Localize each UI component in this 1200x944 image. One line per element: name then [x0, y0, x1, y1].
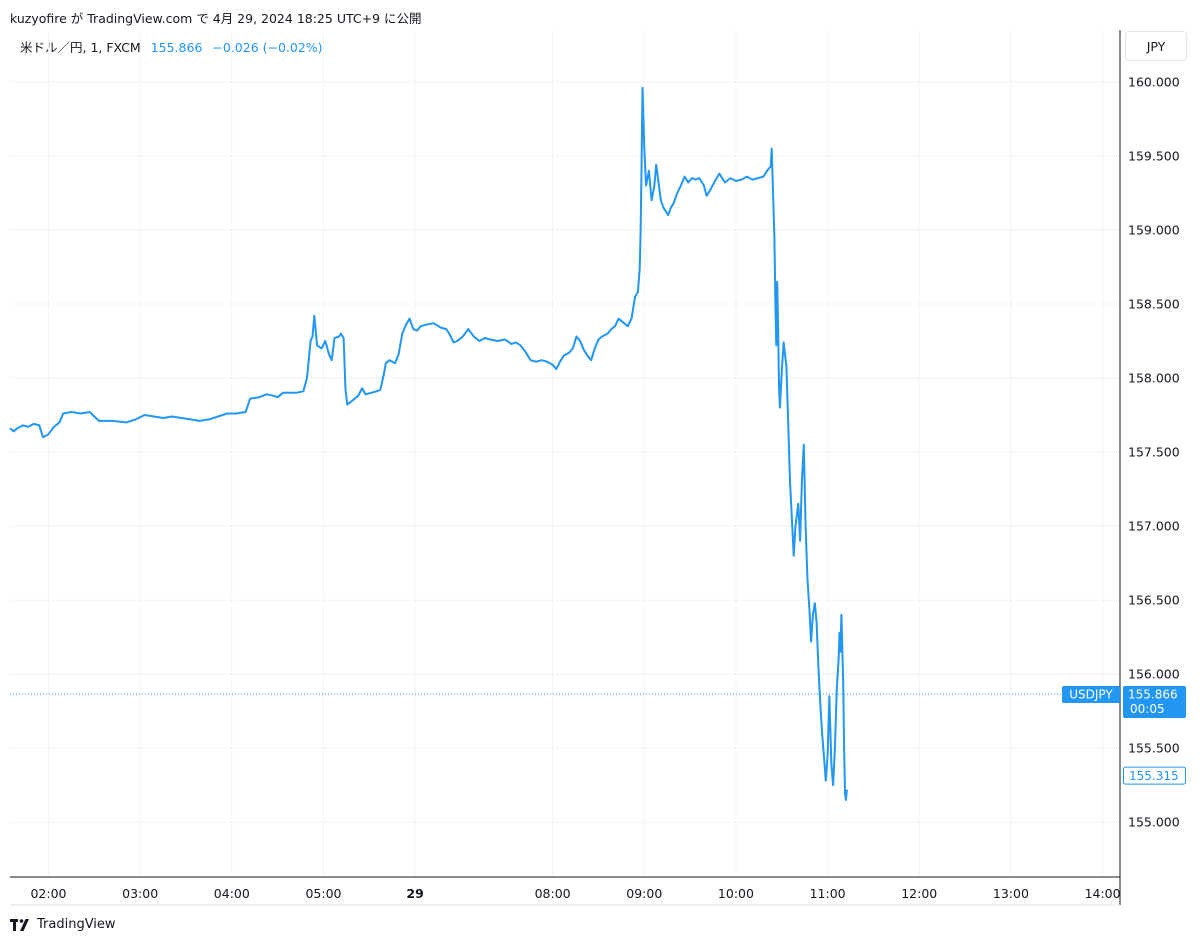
- symbol-label-bg: [1062, 685, 1120, 703]
- x-tick-label: 29: [406, 886, 423, 901]
- x-tick-label: 04:00: [214, 886, 250, 901]
- y-tick-label: 155.000: [1128, 815, 1180, 830]
- y-tick-label: 159.500: [1128, 148, 1180, 163]
- legend-change: −0.026 (−0.02%): [212, 40, 323, 55]
- tradingview-logo[interactable]: TradingView: [10, 917, 116, 932]
- bar-countdown-timer: 00:05: [1130, 702, 1165, 716]
- symbol-legend: 米ドル／円, 1, FXCM 155.866 −0.026 (−0.02%): [20, 37, 323, 56]
- x-tick-label: 08:00: [535, 886, 571, 901]
- y-tick-label: 156.000: [1128, 667, 1180, 682]
- x-tick-label: 13:00: [993, 886, 1029, 901]
- currency-button[interactable]: JPY: [1125, 31, 1187, 61]
- y-tick-label: 158.500: [1128, 296, 1180, 311]
- y-tick-label: 159.000: [1128, 222, 1180, 237]
- y-tick-label: 155.500: [1128, 741, 1180, 756]
- footer-brand: TradingView: [37, 917, 116, 932]
- legend-price: 155.866: [150, 40, 203, 55]
- symbol-name: 米ドル／円, 1, FXCM: [20, 40, 141, 55]
- price-series: [9, 86, 1062, 801]
- x-tick-label: 02:00: [30, 886, 66, 901]
- x-tick-label: 09:00: [626, 886, 662, 901]
- current-price-value: 155.866: [1128, 687, 1178, 701]
- y-tick-label: 157.000: [1128, 519, 1180, 534]
- y-tick-label: 157.500: [1128, 445, 1180, 460]
- symbol-label: USDJPY: [1069, 687, 1113, 701]
- x-tick-label: 05:00: [305, 886, 341, 901]
- last-value-box: [1123, 766, 1186, 785]
- y-tick-label: 156.500: [1128, 593, 1180, 608]
- last-value-text: 155.315: [1129, 769, 1179, 783]
- x-tick-label: 10:00: [718, 886, 754, 901]
- y-tick-label: 158.000: [1128, 370, 1180, 385]
- x-tick-label: 03:00: [122, 886, 158, 901]
- x-tick-label: 11:00: [810, 886, 846, 901]
- y-tick-label: 160.000: [1128, 74, 1180, 89]
- current-price-box: [1123, 685, 1186, 718]
- x-tick-label: 14:00: [1085, 886, 1121, 901]
- chart-axes: 155.000 155.500 156.000 156.500 157.000 157.5…: [10, 30, 1180, 906]
- x-tick-label: 12:00: [901, 886, 937, 901]
- chart-grid: [10, 30, 1120, 877]
- series-line-USDJPY: [9, 86, 848, 801]
- publish-header: kuzyofire が TradingView.com で 4月 29, 202…: [10, 11, 422, 26]
- tradingview-logo-icon: [10, 918, 29, 931]
